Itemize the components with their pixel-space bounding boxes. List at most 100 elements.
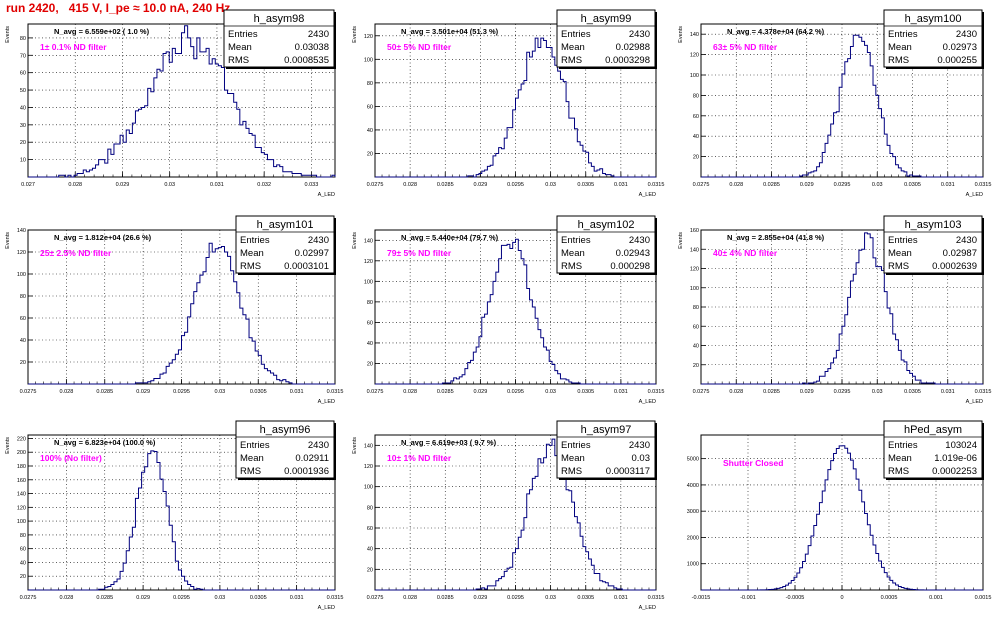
stats-box-shadow [982, 423, 984, 480]
filter-label: 25± 2.5% ND filter [40, 248, 112, 258]
stats-box [235, 215, 335, 274]
histogram-panel-h_asym99: 0.0275 0.028 0.0285 0.029 0.0295 0.03 0.0305 0.… [352, 9, 664, 198]
x-tick-label: 0.028 [403, 389, 417, 395]
y-tick-label: 60 [367, 104, 373, 110]
stats-box-shadow [982, 12, 984, 69]
x-tick-label: 0.0295 [507, 595, 524, 601]
x-tick-label: 0.0275 [367, 389, 384, 395]
x-tick-label: -0.001 [740, 595, 756, 601]
stats-label-rms: RMS [888, 55, 909, 66]
y-tick-label: 140 [364, 443, 373, 449]
x-axis-label: A_LED [318, 192, 335, 198]
filter-label: 100% (No filter) [40, 453, 102, 463]
y-tick-label: 120 [364, 259, 373, 265]
x-tick-label: 0.033 [305, 182, 319, 188]
stats-histogram-name: h_asym101 [257, 219, 314, 231]
stats-rms-value: 0.0003298 [605, 55, 650, 66]
navg-label: N_avg = 2.855e+04 (41.8 %) [727, 233, 825, 242]
stats-box [883, 215, 983, 274]
x-tick-label: 0.0275 [20, 389, 37, 395]
stats-box-shadow [886, 478, 984, 480]
x-tick-label: 0 [840, 595, 843, 601]
x-tick-label: 0.0275 [693, 389, 710, 395]
y-tick-label: 2000 [687, 535, 699, 541]
stats-box-shadow [886, 273, 984, 275]
x-tick-label: 0.0275 [20, 595, 37, 601]
x-tick-label: 0.03 [215, 595, 226, 601]
x-tick-label: 0.032 [257, 182, 271, 188]
x-tick-label: 0.028 [403, 182, 417, 188]
stats-box-shadow [238, 273, 336, 275]
stats-box-shadow [559, 67, 657, 69]
filter-label: 40± 4% ND filter [713, 248, 778, 258]
x-tick-label: -0.0015 [692, 595, 711, 601]
stats-box [556, 420, 656, 479]
y-tick-label: 120 [364, 34, 373, 40]
x-tick-label: 0.029 [473, 389, 487, 395]
x-tick-label: 0.029 [473, 595, 487, 601]
x-tick-label: 0.031 [290, 595, 304, 601]
stats-label-mean: Mean [888, 42, 912, 53]
x-tick-label: 0.0295 [834, 182, 851, 188]
y-tick-label: 140 [690, 32, 699, 38]
x-tick-label: 0.0285 [437, 182, 454, 188]
x-tick-label: 0.0295 [173, 595, 190, 601]
y-axis-label: Events [5, 437, 11, 454]
y-tick-label: 40 [20, 560, 26, 566]
x-tick-label: 0.0305 [250, 595, 267, 601]
stats-entries-value: 2430 [629, 29, 650, 40]
stats-label-rms: RMS [240, 466, 261, 477]
x-tick-label: 0.0305 [904, 182, 921, 188]
histogram-panel-h_asym96: 0.0275 0.028 0.0285 0.029 0.0295 0.03 0.0305 0.… [5, 420, 343, 611]
navg-label: N_avg = 6.823e+04 (100.0 %) [54, 438, 156, 447]
y-tick-label: 40 [693, 134, 699, 140]
x-tick-label: 0.0305 [577, 389, 594, 395]
y-axis-label: Events [5, 232, 11, 249]
stats-box-shadow [334, 12, 336, 69]
navg-label: N_avg = 6.559e+02 ( 1.0 %) [54, 27, 150, 36]
x-tick-label: 0.03 [164, 182, 175, 188]
y-tick-label: 100 [364, 57, 373, 63]
stats-rms-value: 0.0001936 [284, 466, 329, 477]
x-tick-label: 0.03 [872, 182, 883, 188]
y-tick-label: 60 [693, 324, 699, 330]
stats-histogram-name: h_asym96 [260, 424, 311, 436]
filter-label: 63± 5% ND filter [713, 42, 778, 52]
x-axis-label: A_LED [318, 399, 335, 405]
y-tick-label: 20 [693, 363, 699, 369]
x-tick-label: 0.03 [215, 389, 226, 395]
x-tick-label: 0.0275 [367, 595, 384, 601]
x-axis-label: A_LED [966, 399, 983, 405]
histogram-line [375, 37, 656, 178]
stats-box-shadow [559, 478, 657, 480]
stats-label-entries: Entries [240, 235, 270, 246]
stats-entries-value: 2430 [308, 235, 329, 246]
y-tick-label: 60 [367, 526, 373, 532]
x-tick-label: 0.028 [59, 595, 73, 601]
y-tick-label: 70 [20, 53, 26, 59]
stats-label-entries: Entries [888, 235, 918, 246]
x-axis-label: A_LED [966, 192, 983, 198]
stats-label-mean: Mean [561, 248, 585, 259]
y-tick-label: 40 [367, 128, 373, 134]
x-tick-label: 0.029 [136, 389, 150, 395]
filter-label: 1± 0.1% ND filter [40, 42, 107, 52]
y-tick-label: 80 [20, 36, 26, 42]
histogram-line [701, 445, 983, 591]
x-tick-label: 0.0305 [577, 182, 594, 188]
x-tick-label: 0.028 [68, 182, 82, 188]
x-tick-label: 0.0275 [367, 182, 384, 188]
y-tick-label: 3000 [687, 509, 699, 515]
x-tick-label: 0.029 [136, 595, 150, 601]
y-tick-label: 60 [20, 547, 26, 553]
stats-label-mean: Mean [561, 42, 585, 53]
histogram-panel-h_asym101: 0.0275 0.028 0.0285 0.029 0.0295 0.03 0.0305 0.… [5, 215, 343, 405]
y-axis-label: Events [352, 437, 358, 454]
histogram-panel-hPed_asym: -0.0015 -0.001 -0.0005 0 0.0005 0.001 0.0015 10… [687, 420, 991, 601]
stats-label-mean: Mean [888, 248, 912, 259]
stats-label-entries: Entries [888, 29, 918, 40]
filter-label: 10± 1% ND filter [387, 453, 452, 463]
stats-histogram-name: hPed_asym [904, 424, 962, 436]
stats-histogram-name: h_asym97 [581, 424, 632, 436]
